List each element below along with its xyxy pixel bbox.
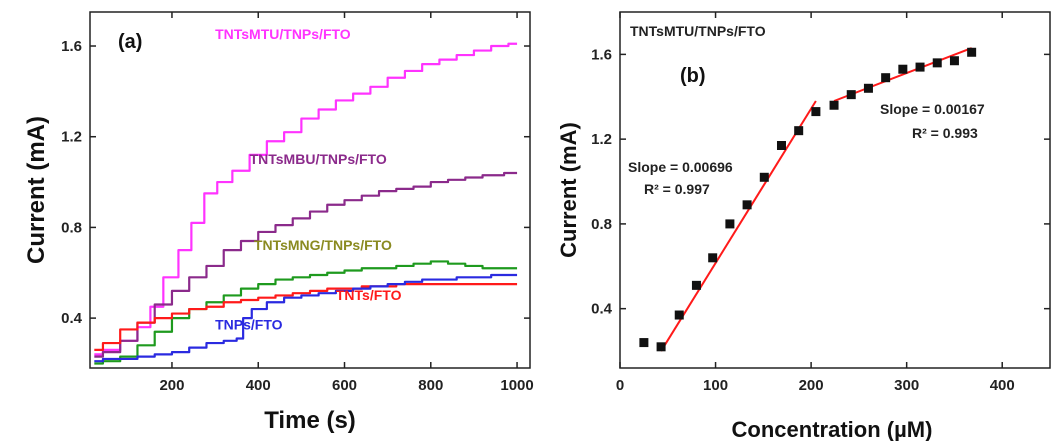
series-line-tntsmbu-tnps-fto xyxy=(94,171,518,358)
series-line-tntsmtu-tnps-fto xyxy=(94,42,518,356)
panel-a-ytick-label: 1.6 xyxy=(61,38,82,55)
data-point xyxy=(967,47,977,57)
panel-a-ticks: 200 400 600 800 1000 0.4 0.8 1.2 1.6 xyxy=(61,12,534,394)
data-point xyxy=(846,90,856,100)
data-point xyxy=(915,62,925,72)
fit-line-2 xyxy=(833,47,973,102)
data-point xyxy=(811,107,821,117)
panel-b-ticks: 0 100 200 300 400 0.4 0.8 1.2 1.6 xyxy=(591,12,1050,394)
panel-a-ytick-label: 0.4 xyxy=(61,310,83,327)
data-point xyxy=(759,172,769,182)
data-point xyxy=(794,126,804,136)
panel-a-xtick-label: 800 xyxy=(418,377,443,394)
panel-a-ytick-label: 0.8 xyxy=(61,219,82,236)
panel-b: 0 100 200 300 400 0.4 0.8 1.2 1.6 TNTsMTU/TNPs/F… xyxy=(556,11,1051,441)
panel-b-label: (b) xyxy=(680,65,706,87)
panel-b-ytick-label: 0.8 xyxy=(591,216,612,233)
panel-a-ytick-label: 1.2 xyxy=(61,129,82,146)
data-point xyxy=(691,280,701,290)
panel-b-title: TNTsMTU/TNPs/FTO xyxy=(630,23,766,39)
series-label: TNTsMBU/TNPs/FTO xyxy=(250,151,387,167)
series-label: TNTsMNG/TNPs/FTO xyxy=(254,237,392,253)
series-line-tnts-fto xyxy=(94,283,518,351)
panel-b-fit-lines xyxy=(660,47,973,352)
panel-b-points xyxy=(639,47,977,352)
data-point xyxy=(881,73,891,83)
fit-line-1 xyxy=(660,100,817,352)
panel-b-xtick-label: 200 xyxy=(799,377,824,394)
panel-a-xlabel: Time (s) xyxy=(264,407,356,434)
data-point xyxy=(829,100,839,110)
data-point xyxy=(725,219,735,229)
data-point xyxy=(708,253,718,263)
series-label: TNTs/FTO xyxy=(336,287,402,303)
panel-b-xtick-label: 0 xyxy=(616,377,624,394)
panel-b-frame xyxy=(619,11,1051,369)
panel-a-label: (a) xyxy=(118,31,142,53)
panel-b-xlabel: Concentration (µM) xyxy=(732,417,933,441)
fit2-r2: R² = 0.993 xyxy=(912,125,978,141)
panel-b-xtick-label: 400 xyxy=(990,377,1015,394)
panel-b-ylabel: Current (mA) xyxy=(556,122,581,258)
panel-a-series xyxy=(94,42,518,365)
panel-a-frame xyxy=(89,11,531,369)
series-line-tnps-fto xyxy=(94,273,518,363)
panel-b-ytick-label: 1.6 xyxy=(591,46,612,63)
panel-b-ytick-label: 1.2 xyxy=(591,131,612,148)
panel-b-xtick-label: 100 xyxy=(703,377,728,394)
fit1-slope: Slope = 0.00696 xyxy=(628,159,733,175)
series-label: TNTsMTU/TNPs/FTO xyxy=(215,26,351,42)
series-line-tntsmng-tnps-fto xyxy=(94,260,518,365)
data-point xyxy=(776,141,786,150)
fit2-slope: Slope = 0.00167 xyxy=(880,101,985,117)
panel-b-xtick-label: 300 xyxy=(894,377,919,394)
data-point xyxy=(674,310,684,320)
data-point xyxy=(932,58,942,68)
panel-a-series-labels: TNTsMTU/TNPs/FTO TNTsMBU/TNPs/FTO TNTsMNG/… xyxy=(215,26,401,332)
panel-a-xtick-label: 1000 xyxy=(500,377,533,394)
panel-a-xtick-label: 200 xyxy=(159,377,184,394)
data-point xyxy=(656,342,666,352)
panel-a: 200 400 600 800 1000 0.4 0.8 1.2 1.6 TNTsMTU/TNP… xyxy=(23,11,534,434)
panel-a-xtick-label: 400 xyxy=(246,377,271,394)
panel-a-xtick-label: 600 xyxy=(332,377,357,394)
data-point xyxy=(898,64,908,74)
data-point xyxy=(639,338,649,348)
panel-a-ylabel: Current (mA) xyxy=(23,116,50,264)
fit1-r2: R² = 0.997 xyxy=(644,181,710,197)
data-point xyxy=(742,200,752,210)
panel-b-ytick-label: 0.4 xyxy=(591,301,613,318)
data-point xyxy=(949,56,959,66)
series-label: TNPs/FTO xyxy=(215,316,283,332)
data-point xyxy=(863,83,873,93)
